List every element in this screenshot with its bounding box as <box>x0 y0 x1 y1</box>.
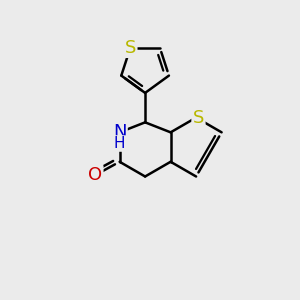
Text: O: O <box>88 166 102 184</box>
Text: N: N <box>113 123 126 141</box>
Text: S: S <box>125 39 136 57</box>
Text: S: S <box>193 109 204 127</box>
Text: H: H <box>114 136 125 151</box>
